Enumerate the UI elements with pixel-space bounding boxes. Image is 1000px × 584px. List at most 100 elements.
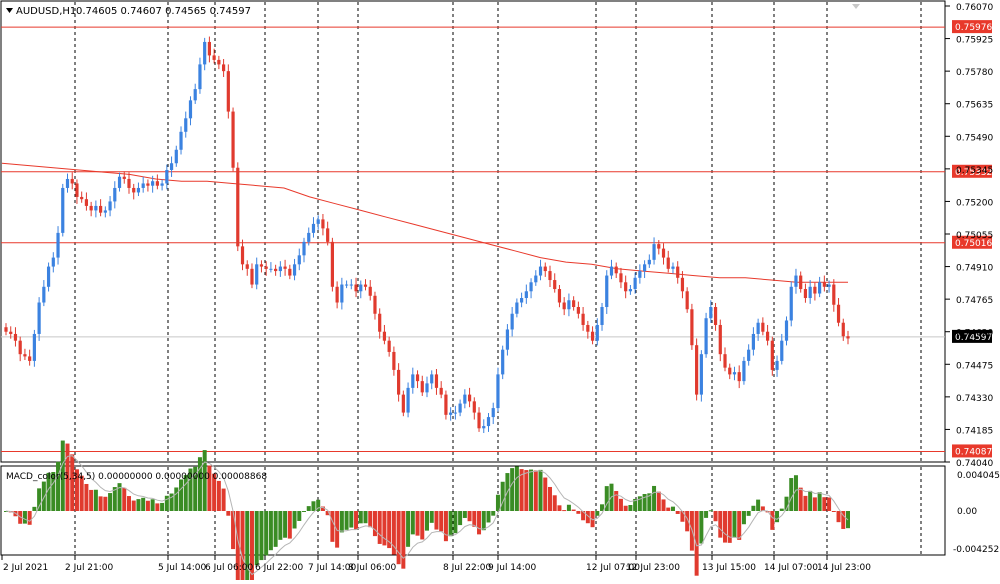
macd-bar (406, 511, 411, 547)
macd-bar (396, 511, 401, 565)
candle (713, 302, 718, 331)
price-label: 0.74765 (956, 296, 993, 306)
price-label: 0.76070 (956, 3, 993, 13)
macd-bar (297, 511, 302, 521)
macd-bar (618, 498, 623, 511)
macd-bar (240, 511, 245, 584)
macd-bar (808, 490, 813, 511)
macd-bar (633, 498, 638, 511)
time-label: 13 Jul 15:00 (702, 563, 756, 573)
candle (505, 324, 510, 356)
candle (70, 172, 74, 190)
macd-bar (467, 511, 472, 522)
macd-bar (429, 511, 434, 523)
candle (557, 284, 562, 308)
macd-bar (812, 497, 817, 511)
candle (449, 407, 453, 421)
main-chart-frame (0, 0, 946, 463)
triangle-down-icon[interactable] (6, 8, 13, 13)
macd-bar (382, 511, 387, 546)
candle (482, 419, 486, 434)
candle (236, 162, 240, 252)
macd-bar (56, 461, 61, 511)
candle (444, 390, 448, 420)
time-axis: 2 Jul 2021 2 Jul 21:00 5 Jul 14:006 Jul 06… (1, 555, 871, 573)
candle (89, 201, 93, 217)
macd-bar (789, 478, 794, 511)
macd-bar (585, 511, 590, 524)
macd-bar (600, 504, 605, 511)
macd-bar (179, 479, 184, 511)
macd-bar (391, 511, 396, 555)
macd-bar (117, 483, 122, 511)
time-label: 12 Jul 07:00 (586, 563, 640, 573)
candle (75, 179, 79, 204)
candle (292, 258, 297, 281)
candle (695, 338, 699, 401)
macd-bar (581, 511, 586, 521)
candle (595, 318, 599, 346)
time-label: 14 Jul 23:00 (817, 563, 871, 573)
macd-histogram (4, 440, 850, 584)
candle (368, 280, 372, 301)
macd-bar (614, 491, 619, 511)
macd-bar (647, 493, 652, 511)
macd-bar (344, 511, 349, 530)
macd-bar (439, 511, 444, 532)
macd-bar (155, 503, 160, 511)
macd-bar (302, 511, 307, 512)
candle (99, 199, 103, 217)
candle (538, 259, 543, 281)
level-tag-label: 0.75332 (955, 168, 992, 178)
candle (141, 176, 145, 193)
macd-bar (325, 511, 330, 516)
macd-bar (410, 511, 415, 535)
price-label: 0.74620 (956, 329, 993, 339)
candle (572, 296, 576, 311)
candle (245, 260, 249, 276)
macd-bar (145, 500, 150, 511)
macd-bar (543, 477, 548, 511)
candle (231, 107, 235, 172)
candle (51, 252, 55, 273)
macd-signal-line (5, 455, 849, 576)
macd-bar (278, 511, 283, 540)
candle (330, 237, 334, 292)
candle (37, 297, 41, 341)
candle (690, 303, 694, 350)
candle (212, 48, 216, 64)
candle (671, 262, 675, 274)
macd-bar (708, 510, 713, 512)
candle (709, 300, 713, 323)
candle (221, 59, 226, 77)
macd-bar (188, 468, 193, 511)
macd-bar (122, 487, 127, 511)
macd-bar (363, 511, 368, 524)
macd-bar (98, 496, 103, 511)
candle (699, 350, 703, 402)
candle (9, 326, 13, 339)
macd-bar (462, 511, 467, 518)
macd-bar (150, 499, 155, 511)
candle (789, 281, 793, 327)
candle (818, 276, 822, 298)
candle (581, 307, 585, 331)
candle (846, 330, 850, 345)
macd-bar (112, 487, 117, 511)
price-label: 0.75635 (956, 101, 993, 111)
price-label: 0.74475 (956, 361, 993, 371)
macd-bar (784, 496, 789, 511)
macd-bar (126, 496, 131, 511)
macd-bar (283, 511, 288, 538)
macd-bar (822, 497, 827, 511)
macd-bar (566, 504, 571, 511)
candle (609, 259, 614, 280)
chevron-down-icon[interactable] (852, 4, 860, 9)
macd-bar (273, 511, 278, 547)
horizontal-levels[interactable]: 0.75976 0.75332 0.75016 0.74087 0.74597 (1, 20, 992, 458)
macd-bar (680, 511, 685, 522)
macd-bar (254, 511, 259, 566)
candle (647, 254, 651, 268)
